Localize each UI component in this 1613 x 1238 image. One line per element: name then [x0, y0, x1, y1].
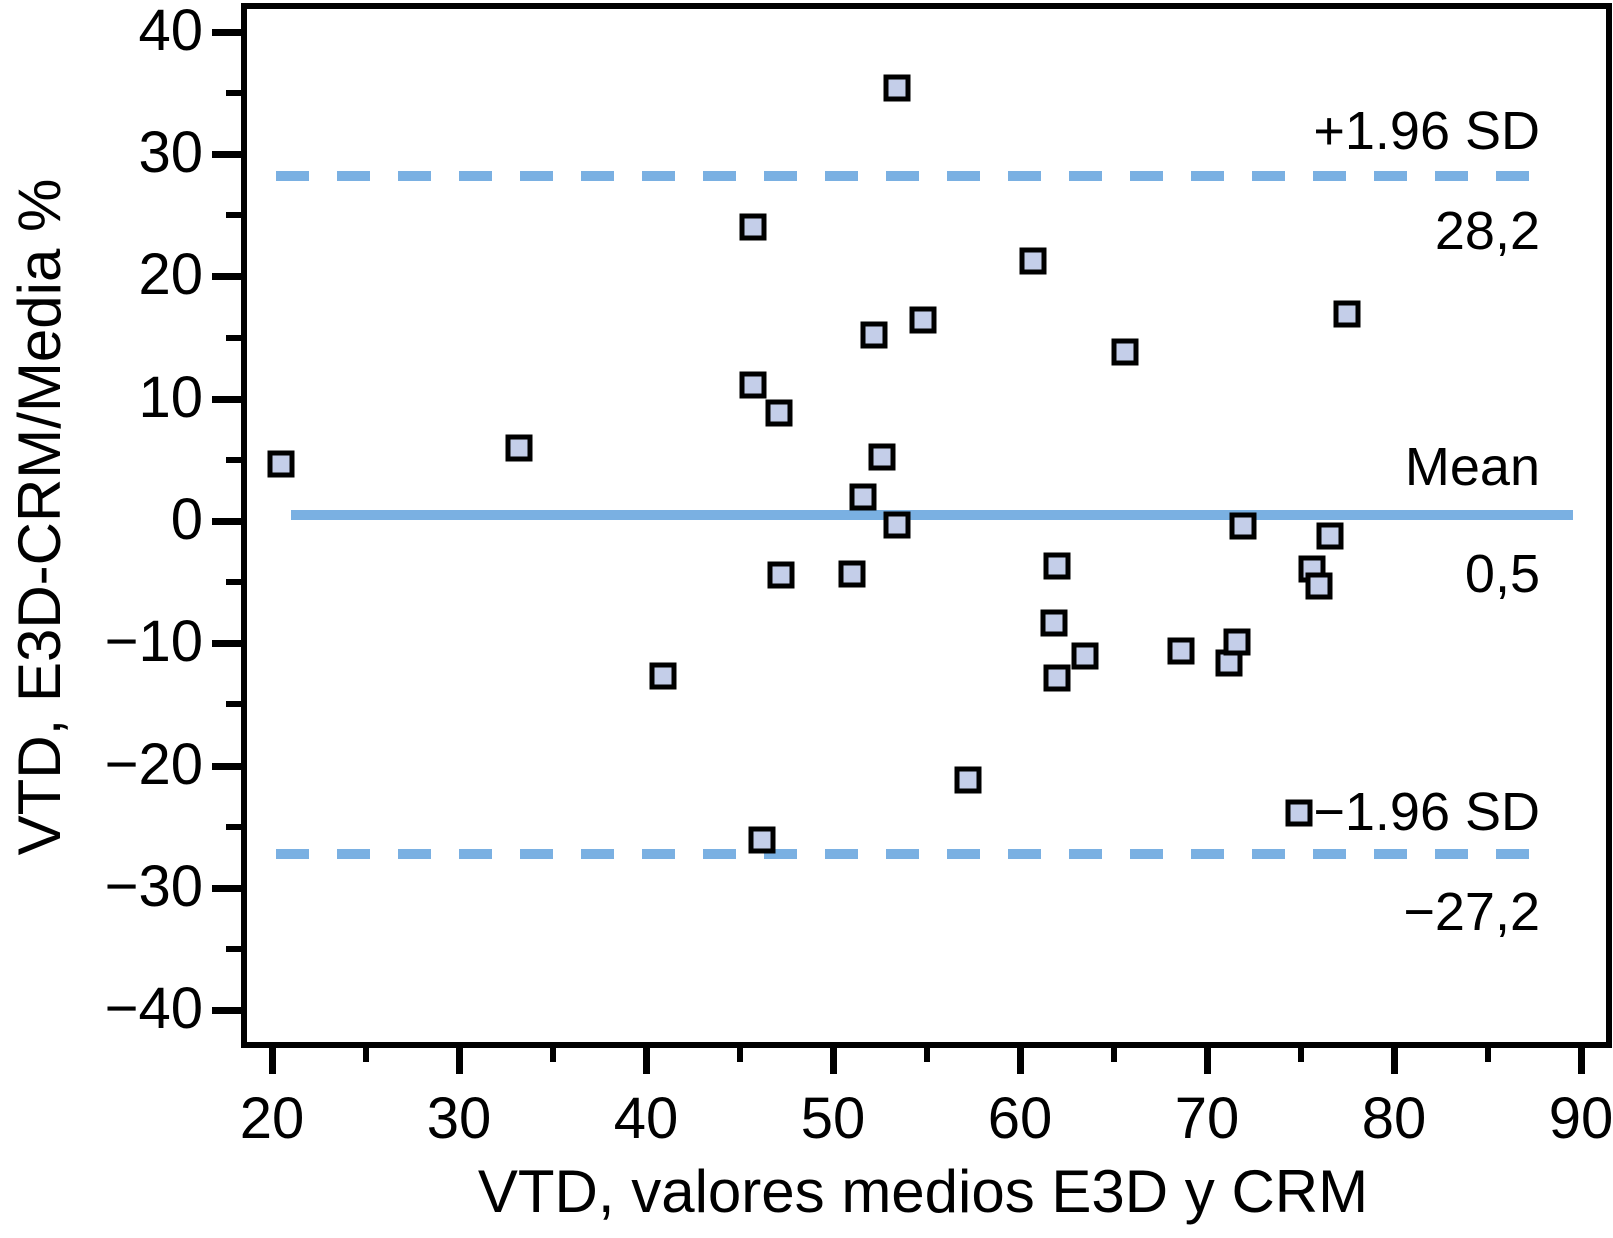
x-axis-tick-label: 90	[1548, 1086, 1613, 1151]
y-axis-minor-tick	[226, 456, 241, 463]
y-axis-major-tick	[212, 518, 241, 525]
y-axis-minor-tick	[226, 823, 241, 830]
data-point	[1043, 552, 1071, 580]
x-axis-minor-tick	[923, 1048, 930, 1062]
x-axis-major-tick	[1204, 1048, 1211, 1074]
x-axis-major-tick	[830, 1048, 837, 1074]
y-axis-tick-label: 0	[170, 486, 203, 552]
data-point	[868, 443, 896, 471]
data-point	[739, 371, 767, 399]
data-point	[1071, 642, 1099, 670]
y-axis-tick-label: 10	[138, 364, 203, 430]
data-point	[748, 826, 776, 854]
x-axis-tick-label: 40	[613, 1086, 679, 1151]
y-axis-minor-tick	[226, 89, 241, 96]
data-point	[838, 560, 866, 588]
y-axis-minor-tick	[226, 579, 241, 586]
y-axis-tick-label: 40	[138, 0, 203, 63]
data-point	[267, 450, 295, 478]
x-axis-title: VTD, valores medios E3D y CRM	[477, 1158, 1369, 1225]
upper-loa-label: +1.96 SD	[1313, 101, 1540, 161]
plot-area-border	[241, 3, 1612, 1048]
x-axis-tick-label: 80	[1361, 1086, 1427, 1151]
mean-line-value: 0,5	[1464, 544, 1540, 604]
data-point	[739, 213, 767, 241]
y-axis-tick-label: −40	[104, 976, 203, 1042]
x-axis-major-tick	[643, 1048, 650, 1074]
data-point	[1019, 247, 1047, 274]
data-point	[909, 306, 937, 334]
y-axis-tick-label: 30	[138, 119, 203, 185]
data-point	[1223, 628, 1251, 656]
x-axis-minor-tick	[1484, 1048, 1491, 1062]
y-axis-major-tick	[212, 884, 241, 892]
x-axis-major-tick	[456, 1048, 463, 1074]
mean-line	[291, 509, 1573, 520]
data-point	[1305, 572, 1333, 600]
lower-loa-line	[276, 848, 1545, 859]
mean-line-label: Mean	[1404, 437, 1540, 497]
y-axis-major-tick	[212, 1007, 241, 1015]
lower-loa-value: −27,2	[1403, 882, 1540, 942]
y-axis-tick-label: −30	[104, 853, 203, 919]
data-point	[505, 434, 533, 462]
x-axis-minor-tick	[1110, 1048, 1117, 1062]
y-axis-major-tick	[212, 151, 241, 159]
y-axis-title: VTD, E3D-CRM/Media %	[6, 178, 73, 856]
data-point	[1229, 512, 1257, 540]
upper-loa-line	[276, 171, 1545, 182]
y-axis-major-tick	[212, 273, 241, 281]
lower-loa-label: −1.96 SD	[1313, 782, 1540, 842]
x-axis-major-tick	[1017, 1048, 1024, 1074]
y-axis-major-tick	[212, 762, 241, 770]
x-axis-major-tick	[269, 1048, 276, 1074]
x-axis-tick-label: 30	[426, 1086, 492, 1151]
x-axis-major-tick	[1391, 1048, 1398, 1074]
y-axis-minor-tick	[226, 334, 241, 341]
data-point	[1111, 338, 1139, 366]
data-point	[883, 74, 911, 102]
y-axis-minor-tick	[226, 212, 241, 219]
y-axis-tick-label: −10	[104, 609, 203, 675]
data-point	[1333, 300, 1361, 328]
x-axis-major-tick	[1578, 1048, 1585, 1074]
y-axis-major-tick	[212, 640, 241, 648]
data-point	[849, 483, 877, 511]
x-axis-tick-label: 50	[800, 1086, 866, 1151]
data-point	[883, 511, 911, 539]
y-axis-minor-tick	[226, 701, 241, 708]
data-point	[649, 662, 677, 690]
data-point	[1040, 609, 1068, 636]
x-axis-minor-tick	[549, 1048, 556, 1062]
data-point	[954, 766, 982, 794]
data-point	[1285, 799, 1313, 827]
data-point	[1043, 664, 1071, 692]
data-point	[1316, 522, 1344, 550]
x-axis-tick-label: 60	[987, 1086, 1053, 1151]
y-axis-tick-label: 20	[138, 242, 203, 308]
data-point	[765, 399, 793, 427]
data-point	[767, 561, 795, 589]
x-axis-minor-tick	[736, 1048, 743, 1062]
y-axis-tick-label: −20	[104, 731, 203, 797]
y-axis-major-tick	[212, 395, 241, 403]
data-point	[1167, 637, 1195, 665]
x-axis-tick-label: 20	[239, 1086, 305, 1151]
x-axis-minor-tick	[1297, 1048, 1304, 1062]
data-point	[860, 321, 888, 349]
x-axis-tick-label: 70	[1174, 1086, 1240, 1151]
y-axis-major-tick	[212, 28, 241, 36]
x-axis-minor-tick	[362, 1048, 369, 1062]
y-axis-minor-tick	[226, 946, 241, 953]
upper-loa-value: 28,2	[1434, 201, 1540, 261]
